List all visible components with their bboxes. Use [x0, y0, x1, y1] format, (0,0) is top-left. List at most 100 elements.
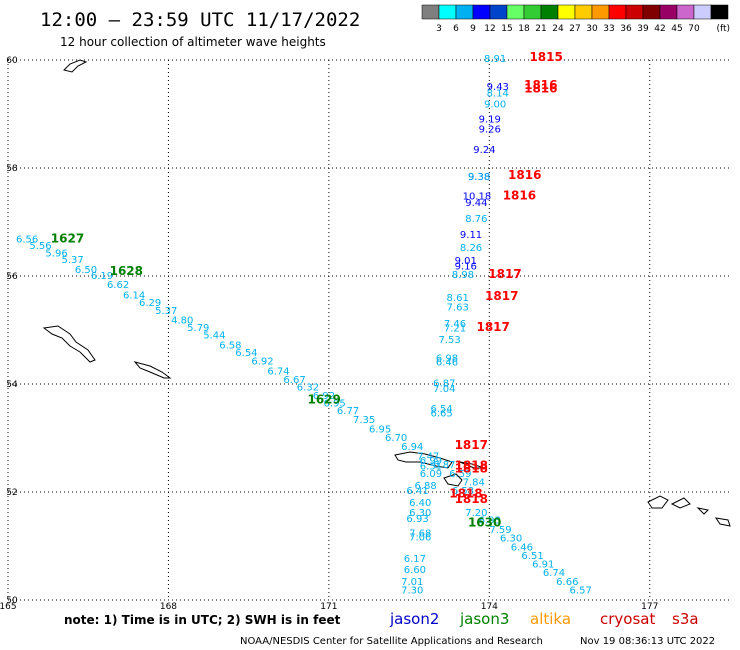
swh-value: 6.98 [436, 353, 458, 364]
colorbar-swatch [642, 4, 661, 20]
swh-value: 7.53 [439, 335, 461, 346]
swh-value: 6.67 [283, 375, 305, 386]
colorbar-label: 27 [569, 24, 580, 34]
colorbar-label: 24 [552, 24, 564, 34]
swh-value: 9.01 [455, 256, 477, 267]
swh-value: 6.59 [449, 469, 471, 480]
swh-value: 6.74 [543, 568, 565, 579]
swh-value: 6.41 [406, 486, 428, 497]
pass-time-label: 1818 [455, 492, 488, 506]
swh-value: 5.44 [203, 331, 225, 342]
colorbar-unit: (ft) [716, 24, 730, 34]
swh-value: 6.32 [297, 382, 319, 393]
land-masses [42, 59, 731, 527]
swh-value: 9.24 [473, 145, 495, 156]
swh-value: 4.80 [171, 316, 193, 327]
swh-value: 8.26 [460, 243, 482, 254]
swh-value: 8.14 [487, 89, 509, 100]
swh-value: 6.87 [433, 460, 455, 471]
swh-value: 6.88 [414, 481, 436, 492]
colorbar-swatch [659, 4, 678, 20]
longitude-tick-label: 165 [0, 602, 17, 612]
colorbar-swatch [625, 4, 644, 20]
swh-value: 5.37 [155, 306, 177, 317]
swh-value: 6.95 [324, 399, 346, 410]
swh-value: 6.99 [420, 456, 442, 467]
swh-value: 5.56 [29, 241, 51, 252]
colorbar-swatch [710, 4, 729, 20]
swh-value: 9.38 [468, 172, 490, 183]
latitude-tick-label: 52 [6, 488, 17, 498]
pass-time-label: 1629 [307, 392, 340, 406]
longitude-tick-label: 177 [641, 602, 658, 612]
colorbar-swatch [421, 4, 440, 20]
graticule [7, 59, 730, 601]
swh-value: 7.68 [409, 528, 431, 539]
pass-time-label: 1817 [476, 320, 509, 334]
colorbar-swatch [608, 4, 627, 20]
swh-value: 6.30 [409, 508, 431, 519]
satellite-legend-cryosat: cryosat [600, 610, 655, 628]
pass-time-label: 1816 [524, 81, 557, 95]
latitude-tick-label: 50 [6, 596, 18, 606]
footer-credit: NOAA/NESDIS Center for Satellite Applica… [240, 636, 543, 647]
swh-value: 5.37 [61, 255, 83, 266]
pass-time-label: 1816 [524, 78, 557, 92]
swh-value: 7.35 [353, 415, 375, 426]
swh-value: 6.19 [91, 271, 113, 282]
pass-time-label: 1818 [455, 458, 488, 472]
pass-time-label: 1628 [110, 264, 143, 278]
swh-value: 7.46 [444, 319, 466, 330]
swh-value: 6.14 [123, 291, 145, 302]
swh-value: 6.65 [431, 408, 453, 419]
swh-value: 6.53 [452, 486, 474, 497]
swh-value: 9.19 [479, 115, 501, 126]
island-near-track [443, 473, 463, 487]
swh-value: 6.46 [436, 358, 458, 369]
swh-value: 6.77 [337, 406, 359, 417]
swh-value: 6.93 [406, 514, 428, 525]
pass-time-label: 1630 [468, 516, 501, 530]
swh-value: 9.11 [460, 230, 482, 241]
colorbar-swatch [676, 4, 695, 20]
footer-timestamp: Nov 19 08:36:13 UTC 2022 [580, 636, 715, 647]
swh-value: 6.92 [251, 357, 273, 368]
swh-value: 6.56 [16, 235, 38, 246]
swh-value: 6.17 [404, 554, 426, 565]
island-east-2 [670, 497, 691, 509]
colorbar-swatch [557, 4, 576, 20]
swh-value: 6.91 [532, 560, 554, 571]
swh-value: 7.01 [401, 577, 423, 588]
colorbar-label: 3 [436, 24, 442, 34]
footer-note: note: 1) Time is in UTC; 2) SWH is in fe… [64, 613, 341, 627]
swh-value: 10.18 [463, 191, 492, 202]
swh-value: 7.30 [401, 586, 423, 597]
colorbar-label: 9 [470, 24, 476, 34]
colorbar-swatch [693, 4, 712, 20]
longitude-tick-label: 168 [160, 602, 177, 612]
swh-value: 8.91 [484, 54, 506, 65]
swh-value: 6.66 [556, 577, 578, 588]
pass-time-label: 1816 [503, 188, 536, 202]
latitude-tick-label: 56 [6, 272, 18, 282]
swh-value: 7.47 [417, 452, 439, 463]
latitude-tick-label: 60 [6, 56, 18, 66]
island-east-1 [647, 495, 669, 509]
swh-value: 6.74 [267, 366, 289, 377]
longitude-ticks: 165 168 171 174 177 [0, 602, 658, 612]
longitude-tick-label: 171 [320, 602, 337, 612]
colorbar-swatch [489, 4, 508, 20]
latitude-tick-label: 54 [6, 380, 18, 390]
swh-value: 7.21 [444, 324, 466, 335]
swh-value: 6.54 [235, 348, 257, 359]
swh-value: 7.84 [463, 478, 485, 489]
colorbar-swatch [523, 4, 542, 20]
satellite-legend-jason2: jason2 [389, 610, 439, 628]
pass-time-label: 1815 [529, 50, 562, 64]
swh-value: 6.93 [479, 515, 501, 526]
colorbar-swatch [472, 4, 491, 20]
swh-value: 6.58 [219, 340, 241, 351]
island-central-small [459, 461, 485, 469]
swh-value: 6.62 [107, 280, 129, 291]
swh-value: 6.60 [404, 565, 426, 576]
